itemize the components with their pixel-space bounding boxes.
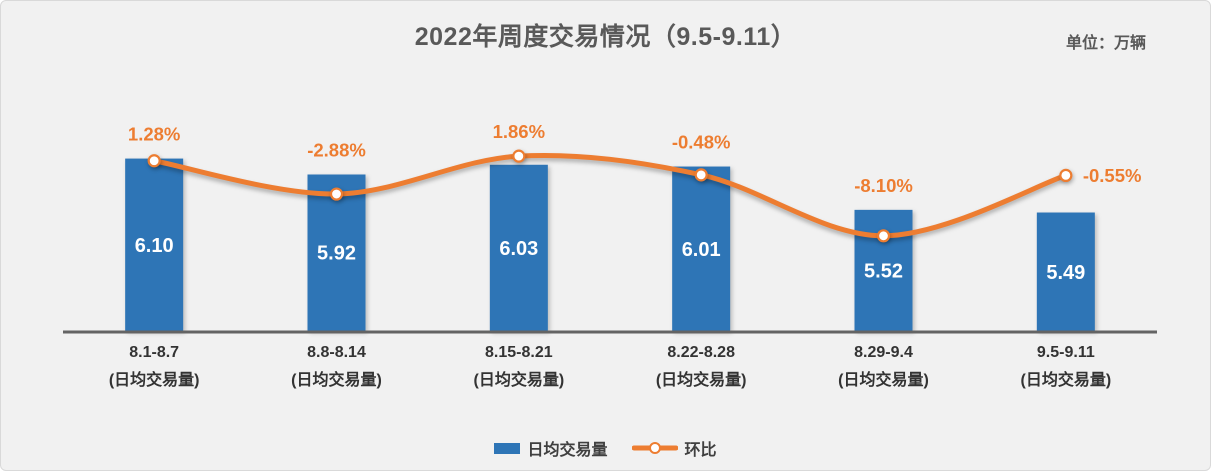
x-axis-label-3: 8.22-8.28 (667, 344, 735, 361)
bar-2 (489, 164, 548, 331)
unit-label: 单位：万辆 (1065, 35, 1146, 52)
x-axis-label-5: 9.5-9.11 (1037, 344, 1095, 361)
x-axis-sublabel-5: (日均交易量) (1020, 370, 1111, 389)
x-axis-label-2: 8.15-8.21 (485, 344, 553, 361)
line-marker-1 (329, 187, 344, 201)
pct-label-0: 1.28% (128, 124, 180, 145)
bar-value-label-1: 5.92 (317, 243, 356, 265)
x-axis-label-1: 8.8-8.14 (307, 344, 366, 361)
x-axis-sublabel-3: (日均交易量) (656, 370, 747, 389)
line-marker-5 (1059, 168, 1073, 182)
legend: 日均交易量 环比 (1, 436, 1210, 460)
bar-0 (125, 158, 184, 331)
bar-value-label-3: 6.01 (682, 239, 721, 261)
line-marker-3 (694, 168, 708, 182)
x-axis-sublabel-4: (日均交易量) (838, 370, 929, 389)
x-axis-sublabel-0: (日均交易量) (109, 370, 200, 389)
bar-5 (1036, 212, 1095, 331)
line-marker-0 (147, 154, 161, 168)
pct-label-5: -0.55% (1083, 165, 1142, 186)
bar-value-label-4: 5.52 (864, 260, 903, 282)
bar-value-label-0: 6.10 (135, 235, 174, 257)
x-axis-sublabel-1: (日均交易量) (291, 370, 382, 389)
legend-item-line: 环比 (631, 436, 717, 460)
legend-item-bar: 日均交易量 (494, 436, 608, 460)
pct-label-3: -0.48% (672, 132, 731, 153)
bar-swatch-icon (494, 442, 521, 454)
bar-3 (672, 166, 731, 331)
line-marker-swatch-icon (631, 441, 678, 455)
trend-line (151, 152, 1069, 239)
line-marker-2 (512, 149, 526, 163)
line-marker-4 (876, 229, 891, 243)
bar-value-label-2: 6.03 (499, 238, 538, 260)
x-axis-label-0: 8.1-8.7 (129, 344, 179, 361)
legend-label-bar: 日均交易量 (527, 442, 608, 459)
x-axis-label-4: 8.29-9.4 (854, 344, 913, 361)
combo-chart: 6.10 5.92 6.03 6.01 5.52 5.49 8.1-8.7 (日均交易量) 8.… (63, 121, 1157, 389)
chart-title: 2022年周度交易情况（9.5-9.11） (414, 23, 797, 51)
pct-label-1: -2.88% (307, 139, 366, 160)
bar-value-label-5: 5.49 (1046, 262, 1085, 284)
legend-label-line: 环比 (684, 442, 717, 459)
pct-label-4: -8.10% (854, 175, 913, 196)
pct-label-2: 1.86% (493, 121, 545, 142)
x-axis-sublabel-2: (日均交易量) (473, 370, 564, 389)
